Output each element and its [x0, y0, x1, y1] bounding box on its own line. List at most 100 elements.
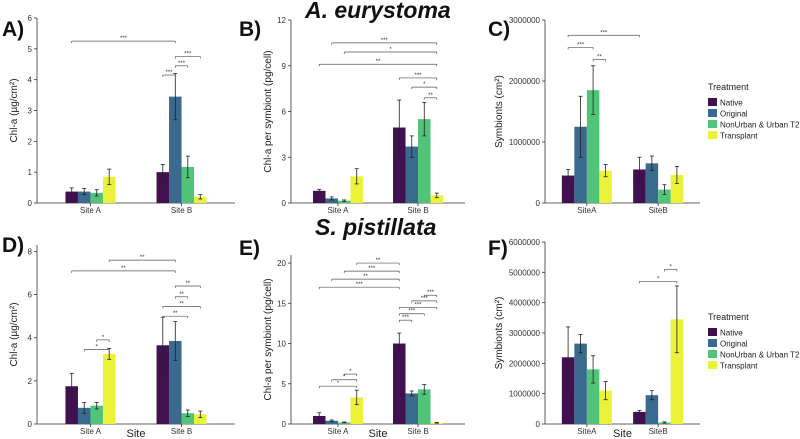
x-tick-label-b: Site B [407, 206, 428, 215]
significance-label-e: *** [402, 315, 410, 321]
legend-label-top: NonUrban & Urban T2 [720, 121, 800, 130]
y-tick-label-b: 3 [282, 153, 287, 162]
bar-c [574, 126, 587, 203]
legend-label-bottom: Original [720, 340, 748, 349]
x-tick-label-e: Site B [407, 427, 428, 436]
significance-label-b: ** [376, 59, 381, 65]
y-tick-label-f: 5000000 [509, 268, 541, 277]
bar-c [658, 189, 671, 203]
bar-f [561, 357, 575, 424]
bar-d [90, 405, 103, 424]
bar-b [350, 176, 363, 203]
y-tick-label-d: 0 [28, 420, 33, 429]
significance-label-e: *** [427, 290, 435, 296]
legend-swatch-top [708, 109, 717, 117]
significance-label-e: * [343, 375, 346, 381]
bar-b [430, 195, 444, 203]
significance-label-e: ** [363, 274, 368, 280]
x-tick-label-c: SiteB [649, 206, 668, 215]
significance-label-d: ** [179, 301, 184, 307]
y-axis-label-e: Chl-a per symbiont (pg/cell) [263, 278, 274, 400]
y-tick-label-a: 2 [28, 137, 33, 146]
bar-b [312, 190, 326, 203]
legend-title-top: Treatment [708, 82, 749, 92]
significance-label-e: *** [408, 309, 416, 315]
y-tick-label-a: 1 [28, 168, 33, 177]
y-tick-label-b: 0 [282, 199, 287, 208]
legend-label-bottom: NonUrban & Urban T2 [720, 351, 800, 360]
y-tick-label-d: 6 [28, 291, 33, 300]
y-tick-label-c: 0 [536, 199, 541, 208]
significance-label-a: *** [184, 52, 192, 58]
y-tick-label-b: 6 [282, 108, 287, 117]
legend-label-bottom: Native [720, 329, 743, 338]
bar-e [393, 343, 406, 424]
bar-d [181, 413, 195, 424]
bar-a [90, 192, 103, 203]
significance-label-d: ** [140, 255, 145, 261]
x-axis-label-e: Site [369, 428, 388, 439]
significance-label-e: *** [356, 282, 364, 288]
bar-c [586, 90, 600, 203]
significance-label-c: *** [577, 42, 585, 48]
y-tick-label-d: 2 [28, 377, 33, 386]
y-tick-label-f: 3000000 [509, 329, 541, 338]
legend-swatch-bottom [708, 339, 717, 347]
x-tick-label-d: Site B [171, 427, 192, 436]
bar-e [418, 389, 431, 424]
bar-d [77, 407, 91, 424]
bar-c [645, 163, 659, 203]
y-tick-label-f: 2000000 [509, 359, 541, 368]
bar-b [418, 119, 431, 203]
significance-label-a: *** [178, 61, 186, 67]
significance-label-e: *** [415, 302, 423, 308]
y-axis-label-b: Chl-a per symbiont (pg/cell) [263, 50, 274, 172]
x-tick-label-a: Site B [171, 206, 192, 215]
y-tick-label-a: 4 [28, 76, 33, 85]
legend-swatch-bottom [708, 350, 717, 358]
y-tick-label-a: 3 [28, 107, 33, 116]
y-tick-label-e: 20 [277, 259, 286, 268]
legend-swatch-top [708, 120, 717, 128]
significance-label-b: * [389, 47, 392, 53]
significance-label-b: *** [381, 38, 389, 44]
bar-e [350, 397, 363, 424]
bar-e [337, 422, 351, 424]
y-tick-label-a: 6 [28, 14, 33, 23]
y-axis-label-d: Chl-a (µg/cm²) [9, 302, 20, 366]
species-title-a-eurystoma: A. eurystoma [305, 0, 451, 23]
bar-b [405, 146, 419, 203]
y-tick-label-f: 0 [536, 420, 541, 429]
significance-label-a: *** [166, 70, 174, 76]
legend-swatch-top [708, 131, 717, 139]
y-tick-label-f: 4000000 [509, 299, 541, 308]
significance-label-d: ** [173, 311, 178, 317]
bar-a [65, 191, 78, 203]
y-tick-label-c: 1000000 [509, 138, 541, 147]
legend-label-top: Native [720, 99, 743, 108]
bar-a [169, 96, 182, 203]
bar-f [645, 395, 659, 424]
bar-e [405, 393, 419, 424]
bar-a [181, 166, 195, 203]
legend-label-bottom: Transplant [720, 362, 758, 371]
bar-f [633, 411, 646, 424]
x-tick-label-e: Site A [328, 427, 350, 436]
species-title-s-pistillata: S. pistillata [315, 214, 437, 240]
x-tick-label-f: SiteB [649, 427, 668, 436]
bar-d [65, 386, 78, 424]
significance-label-f: * [657, 276, 660, 282]
significance-label-c: ** [597, 55, 602, 61]
significance-label-b: * [423, 82, 426, 88]
panel-label-a: A) [2, 18, 24, 41]
significance-label-b: *** [415, 73, 423, 79]
bar-c [599, 170, 612, 203]
y-tick-label-c: 3000000 [509, 16, 541, 25]
panel-label-f: F) [488, 237, 508, 260]
significance-label-b: ** [428, 93, 433, 99]
bar-a [77, 191, 91, 203]
bar-c [561, 175, 575, 203]
y-tick-label-d: 4 [28, 334, 33, 343]
x-tick-label-a: Site A [80, 206, 102, 215]
